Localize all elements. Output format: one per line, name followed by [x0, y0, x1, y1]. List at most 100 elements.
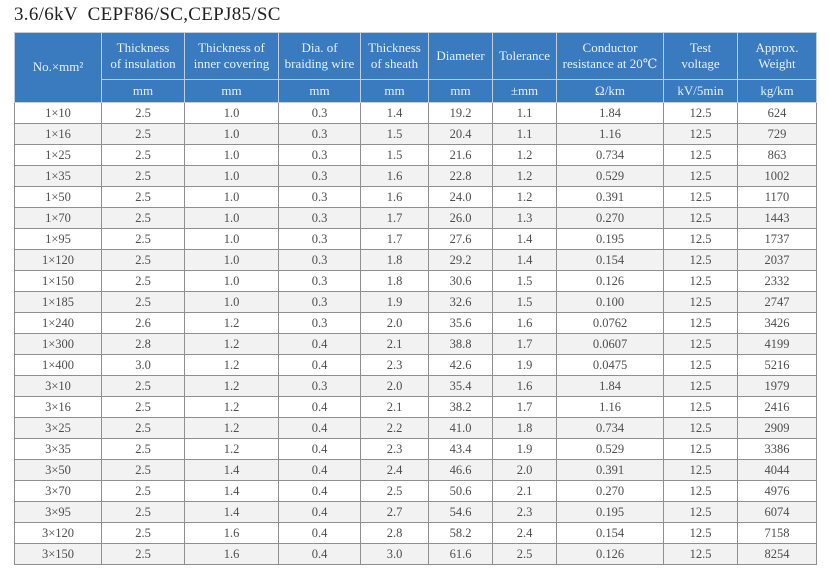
cell-tolerance: 1.9 — [492, 438, 557, 460]
unit-sheath: mm — [360, 79, 429, 103]
cell-braiding-wire-dia: 0.4 — [278, 501, 361, 523]
table-row: 1×95 2.5 1.0 0.3 1.7 27.6 1.4 0.195 12.5… — [14, 228, 817, 250]
cell-diameter: 54.6 — [428, 501, 493, 523]
table-row: 3×50 2.5 1.4 0.4 2.4 46.6 2.0 0.391 12.5… — [14, 459, 817, 481]
cell-test-voltage: 12.5 — [663, 501, 738, 523]
cell-tolerance: 2.0 — [492, 459, 557, 481]
cell-braiding-wire-dia: 0.4 — [278, 438, 361, 460]
cell-test-voltage: 12.5 — [663, 228, 738, 250]
cell-inner-covering-thickness: 1.2 — [184, 438, 279, 460]
cell-braiding-wire-dia: 0.3 — [278, 228, 361, 250]
table-row: 1×120 2.5 1.0 0.3 1.8 29.2 1.4 0.154 12.… — [14, 249, 817, 271]
header-name-row: No.×mm² Thickness of insulation Thicknes… — [14, 32, 817, 103]
cell-insulation-thickness: 2.5 — [101, 144, 185, 166]
cell-size: 3×95 — [14, 501, 102, 523]
cell-diameter: 61.6 — [428, 543, 493, 565]
column-header-sheath-thickness: Thickness of sheath — [360, 32, 429, 80]
cell-test-voltage: 12.5 — [663, 123, 738, 145]
cell-conductor-resistance: 0.0475 — [556, 354, 664, 376]
cell-test-voltage: 12.5 — [663, 333, 738, 355]
cell-conductor-resistance: 0.100 — [556, 291, 664, 313]
cell-approx-weight: 1443 — [737, 207, 817, 229]
cell-diameter: 35.4 — [428, 375, 493, 397]
cell-insulation-thickness: 2.5 — [101, 501, 185, 523]
cell-conductor-resistance: 0.195 — [556, 501, 664, 523]
cell-inner-covering-thickness: 1.2 — [184, 417, 279, 439]
cell-conductor-resistance: 0.391 — [556, 459, 664, 481]
unit-insulation: mm — [101, 79, 185, 103]
column-header-size: No.×mm² — [14, 32, 102, 103]
cable-spec-table: No.×mm² Thickness of insulation Thicknes… — [14, 32, 817, 565]
cell-braiding-wire-dia: 0.3 — [278, 144, 361, 166]
table-row: 3×25 2.5 1.2 0.4 2.2 41.0 1.8 0.734 12.5… — [14, 417, 817, 439]
cell-tolerance: 1.2 — [492, 186, 557, 208]
cell-test-voltage: 12.5 — [663, 291, 738, 313]
unit-resistance: Ω/km — [556, 79, 664, 103]
cell-inner-covering-thickness: 1.2 — [184, 354, 279, 376]
cell-size: 1×95 — [14, 228, 102, 250]
cell-tolerance: 2.1 — [492, 480, 557, 502]
cell-size: 3×120 — [14, 522, 102, 544]
cell-inner-covering-thickness: 1.4 — [184, 480, 279, 502]
cell-inner-covering-thickness: 1.0 — [184, 102, 279, 124]
cell-braiding-wire-dia: 0.4 — [278, 354, 361, 376]
cell-braiding-wire-dia: 0.3 — [278, 102, 361, 124]
cell-insulation-thickness: 2.8 — [101, 333, 185, 355]
page-title: 3.6/6kV CEPF86/SC,CEPJ85/SC — [14, 4, 281, 25]
cell-sheath-thickness: 2.1 — [360, 333, 429, 355]
cell-inner-covering-thickness: 1.0 — [184, 207, 279, 229]
cell-braiding-wire-dia: 0.4 — [278, 480, 361, 502]
cell-diameter: 24.0 — [428, 186, 493, 208]
cell-tolerance: 1.1 — [492, 102, 557, 124]
cell-approx-weight: 2037 — [737, 249, 817, 271]
cell-conductor-resistance: 0.195 — [556, 228, 664, 250]
cell-diameter: 19.2 — [428, 102, 493, 124]
cell-tolerance: 1.3 — [492, 207, 557, 229]
cell-size: 3×25 — [14, 417, 102, 439]
cell-inner-covering-thickness: 1.0 — [184, 186, 279, 208]
cell-tolerance: 1.8 — [492, 417, 557, 439]
cell-tolerance: 1.2 — [492, 144, 557, 166]
cell-test-voltage: 12.5 — [663, 207, 738, 229]
cell-conductor-resistance: 0.529 — [556, 438, 664, 460]
cell-diameter: 38.2 — [428, 396, 493, 418]
cell-diameter: 46.6 — [428, 459, 493, 481]
table-row: 1×150 2.5 1.0 0.3 1.8 30.6 1.5 0.126 12.… — [14, 270, 817, 292]
cell-approx-weight: 4199 — [737, 333, 817, 355]
cell-approx-weight: 1170 — [737, 186, 817, 208]
cell-sheath-thickness: 2.2 — [360, 417, 429, 439]
cell-size: 1×25 — [14, 144, 102, 166]
cell-sheath-thickness: 1.5 — [360, 123, 429, 145]
cell-tolerance: 1.4 — [492, 249, 557, 271]
cell-test-voltage: 12.5 — [663, 417, 738, 439]
cell-braiding-wire-dia: 0.3 — [278, 165, 361, 187]
cell-inner-covering-thickness: 1.0 — [184, 270, 279, 292]
cell-inner-covering-thickness: 1.6 — [184, 543, 279, 565]
cell-approx-weight: 1002 — [737, 165, 817, 187]
cell-insulation-thickness: 2.5 — [101, 249, 185, 271]
column-header-diameter: Diameter — [428, 32, 493, 80]
cell-diameter: 41.0 — [428, 417, 493, 439]
cell-tolerance: 1.7 — [492, 396, 557, 418]
cell-approx-weight: 1979 — [737, 375, 817, 397]
cell-diameter: 32.6 — [428, 291, 493, 313]
cell-tolerance: 1.6 — [492, 375, 557, 397]
cell-braiding-wire-dia: 0.3 — [278, 312, 361, 334]
cell-braiding-wire-dia: 0.4 — [278, 333, 361, 355]
column-header-braiding-wire-dia: Dia. of braiding wire — [278, 32, 361, 80]
cell-inner-covering-thickness: 1.0 — [184, 228, 279, 250]
cell-tolerance: 1.1 — [492, 123, 557, 145]
cell-sheath-thickness: 2.3 — [360, 354, 429, 376]
cell-size: 3×70 — [14, 480, 102, 502]
cell-conductor-resistance: 0.270 — [556, 480, 664, 502]
cell-inner-covering-thickness: 1.0 — [184, 249, 279, 271]
cell-size: 1×400 — [14, 354, 102, 376]
cell-tolerance: 1.7 — [492, 333, 557, 355]
cell-inner-covering-thickness: 1.2 — [184, 375, 279, 397]
table-row: 3×70 2.5 1.4 0.4 2.5 50.6 2.1 0.270 12.5… — [14, 480, 817, 502]
cell-sheath-thickness: 1.9 — [360, 291, 429, 313]
table-row: 1×35 2.5 1.0 0.3 1.6 22.8 1.2 0.529 12.5… — [14, 165, 817, 187]
cell-insulation-thickness: 2.5 — [101, 438, 185, 460]
cell-size: 1×70 — [14, 207, 102, 229]
